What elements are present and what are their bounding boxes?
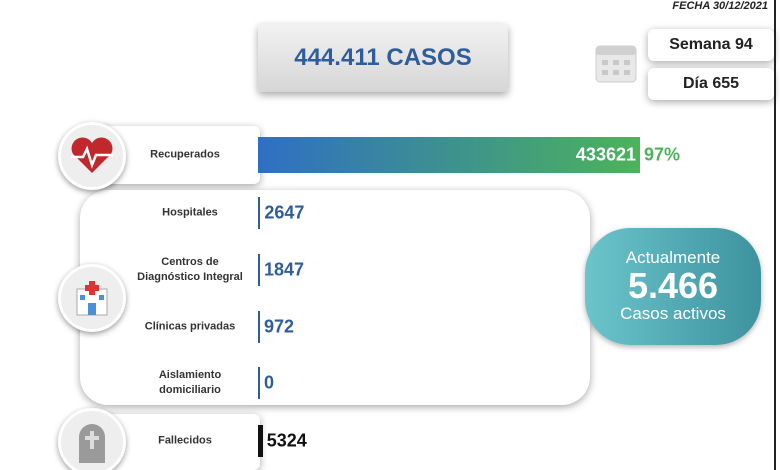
value-label: 2647: [264, 202, 305, 223]
bar: [258, 254, 260, 286]
week: Semana 94: [648, 29, 774, 61]
active-box: Actualmente 5.466 Casos activos: [585, 228, 761, 345]
heart-icon: [58, 122, 126, 190]
bar: [258, 367, 260, 399]
value-label: 0: [264, 372, 275, 393]
date: FECHA 30/12/2021: [672, 0, 768, 12]
bar: [258, 137, 640, 173]
value-label: 972: [264, 316, 295, 337]
day: Día 655: [648, 68, 774, 100]
category-label: Hospitales: [162, 206, 218, 219]
tomb-icon: [58, 408, 126, 470]
panel: [80, 190, 590, 405]
bar: [258, 425, 263, 457]
category-label: Centros de Diagnóstico Integral: [137, 256, 243, 283]
category-label: Clínicas privadas: [144, 320, 236, 333]
bar: [258, 197, 261, 229]
calendar-icon: [595, 45, 637, 83]
category-label: Aislamiento domiciliario: [158, 369, 222, 396]
share-label: 97%: [644, 144, 681, 165]
hospital-icon: [58, 264, 126, 332]
edge: [774, 0, 776, 470]
value-label: 433621: [575, 144, 636, 165]
value-label: 5324: [266, 430, 307, 451]
active-value: 5.466: [627, 265, 719, 306]
value-label: 1847: [264, 259, 305, 280]
total-cases: 444.411 CASOS: [258, 24, 508, 92]
category-label: Recuperados: [150, 148, 220, 161]
category-label: Fallecidos: [158, 434, 212, 447]
bar: [258, 311, 260, 343]
active-prefix: Actualmente: [625, 248, 721, 267]
active-suffix: Casos activos: [620, 304, 726, 323]
